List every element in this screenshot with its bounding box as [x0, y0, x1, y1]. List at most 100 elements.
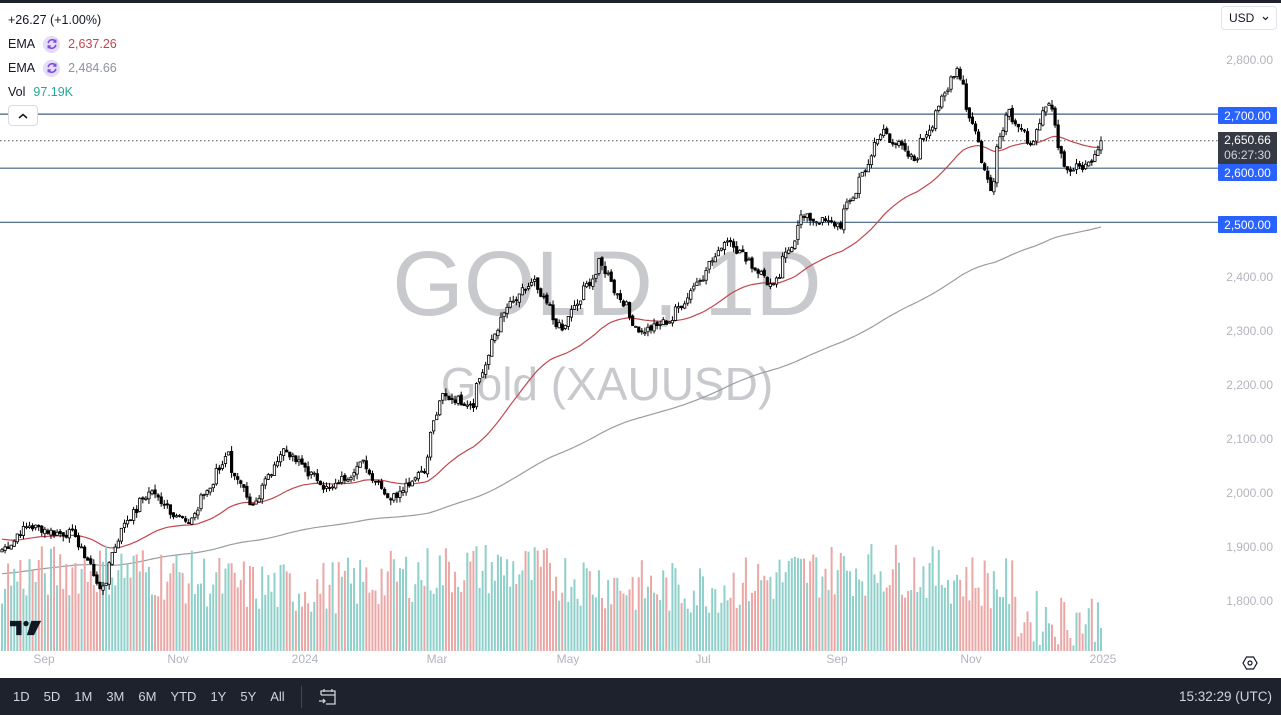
candle[interactable]: [438, 400, 442, 416]
candle[interactable]: [321, 484, 326, 490]
candle[interactable]: [1053, 107, 1057, 126]
candle[interactable]: [759, 270, 763, 275]
candle[interactable]: [866, 164, 870, 173]
candle[interactable]: [615, 293, 619, 296]
candle[interactable]: [171, 512, 176, 518]
candle[interactable]: [122, 522, 127, 529]
candle[interactable]: [637, 326, 641, 333]
candle[interactable]: [465, 404, 469, 407]
candle[interactable]: [1016, 123, 1020, 128]
candle[interactable]: [471, 403, 476, 409]
candle[interactable]: [713, 256, 717, 263]
candle[interactable]: [888, 133, 892, 143]
candle[interactable]: [395, 492, 399, 498]
candle[interactable]: [1041, 110, 1045, 126]
candle[interactable]: [266, 474, 270, 480]
candle[interactable]: [1032, 141, 1036, 146]
candle[interactable]: [869, 155, 874, 166]
candle[interactable]: [285, 449, 289, 453]
candle[interactable]: [796, 225, 800, 241]
utc-clock[interactable]: 15:32:29 (UTC): [1178, 689, 1272, 704]
candle[interactable]: [1059, 146, 1063, 154]
candle[interactable]: [505, 306, 509, 314]
candle[interactable]: [728, 240, 733, 243]
candle[interactable]: [658, 324, 662, 326]
candle[interactable]: [845, 201, 849, 209]
candle[interactable]: [830, 220, 834, 223]
candle[interactable]: [627, 301, 632, 318]
candle[interactable]: [128, 519, 133, 522]
candle[interactable]: [1050, 104, 1054, 110]
candle[interactable]: [998, 136, 1002, 149]
candle[interactable]: [159, 496, 163, 504]
legend-ema-slow[interactable]: EMA 2,484.66: [8, 56, 117, 80]
candle[interactable]: [110, 552, 114, 565]
candle[interactable]: [315, 473, 319, 481]
candle[interactable]: [661, 319, 665, 325]
candle[interactable]: [1056, 124, 1060, 148]
candle[interactable]: [973, 123, 978, 132]
candle[interactable]: [817, 222, 821, 225]
candle[interactable]: [664, 320, 668, 325]
candle[interactable]: [101, 585, 105, 591]
candle[interactable]: [995, 146, 999, 184]
candle[interactable]: [955, 68, 959, 77]
candle[interactable]: [624, 301, 629, 306]
candle[interactable]: [631, 315, 635, 326]
candle[interactable]: [526, 286, 531, 290]
candle[interactable]: [444, 393, 448, 397]
candle[interactable]: [508, 301, 512, 308]
range-1y[interactable]: 1Y: [210, 689, 227, 704]
candle[interactable]: [557, 322, 561, 329]
candle[interactable]: [566, 316, 570, 327]
candle[interactable]: [220, 464, 225, 469]
candle[interactable]: [686, 297, 690, 304]
candle[interactable]: [199, 494, 203, 510]
candle[interactable]: [643, 332, 647, 335]
candle[interactable]: [3, 546, 7, 551]
candle[interactable]: [1025, 131, 1030, 144]
candle[interactable]: [885, 128, 889, 134]
candle[interactable]: [165, 503, 169, 506]
candle[interactable]: [514, 299, 518, 302]
candle[interactable]: [147, 491, 151, 500]
candle[interactable]: [704, 270, 708, 281]
candle[interactable]: [156, 494, 160, 498]
candle[interactable]: [211, 484, 215, 489]
candle[interactable]: [361, 459, 365, 462]
candle[interactable]: [37, 525, 41, 528]
candle[interactable]: [196, 509, 200, 516]
candle[interactable]: [481, 372, 485, 378]
candle[interactable]: [683, 303, 687, 309]
candle[interactable]: [12, 540, 16, 547]
candle[interactable]: [312, 472, 316, 475]
legend-volume[interactable]: Vol 97.19K: [8, 80, 117, 104]
candle[interactable]: [1007, 109, 1011, 117]
candle[interactable]: [340, 476, 344, 483]
candle[interactable]: [1074, 163, 1079, 170]
currency-select[interactable]: USD: [1221, 6, 1277, 30]
candle[interactable]: [226, 451, 231, 456]
candle[interactable]: [248, 496, 252, 506]
candle[interactable]: [839, 222, 843, 229]
range-1d[interactable]: 1D: [13, 689, 30, 704]
candle[interactable]: [233, 472, 237, 477]
candle[interactable]: [456, 395, 460, 404]
candle[interactable]: [31, 525, 35, 530]
candle[interactable]: [860, 171, 864, 177]
candle[interactable]: [376, 480, 381, 483]
candle[interactable]: [275, 461, 280, 467]
candle[interactable]: [655, 322, 659, 326]
candle[interactable]: [297, 459, 301, 463]
candle[interactable]: [940, 95, 944, 108]
candle[interactable]: [1090, 160, 1094, 163]
candle[interactable]: [398, 490, 402, 498]
candle[interactable]: [967, 107, 971, 119]
candle[interactable]: [692, 285, 696, 290]
candle[interactable]: [1028, 143, 1033, 146]
candle[interactable]: [563, 325, 567, 329]
collapse-legend-button[interactable]: [8, 105, 38, 126]
candle[interactable]: [337, 482, 341, 485]
candle[interactable]: [379, 481, 384, 489]
candle[interactable]: [542, 295, 546, 298]
